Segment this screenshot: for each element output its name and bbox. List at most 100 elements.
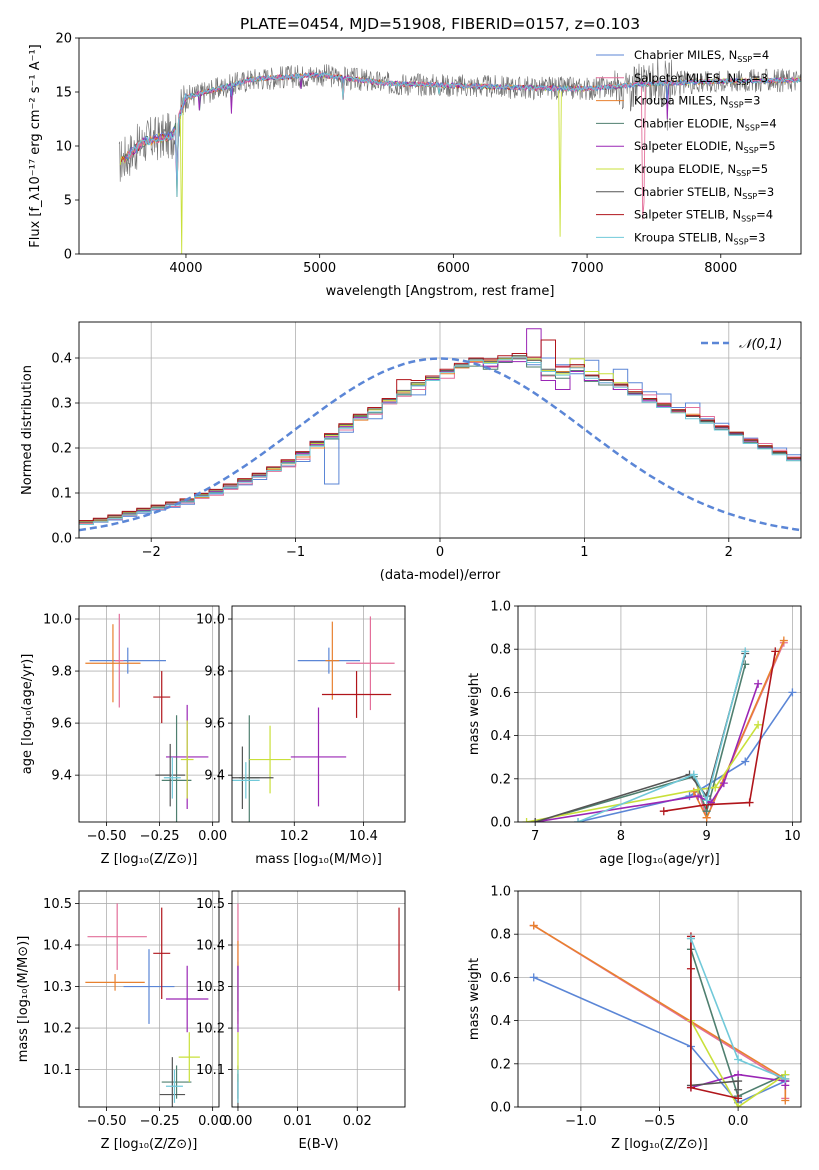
z_age-frame <box>78 605 220 823</box>
ebv_mass-xtick-label: 0.00 <box>223 1114 252 1129</box>
spectrum-legend-label: Kroupa MILES, NSSP=3 <box>634 94 760 110</box>
weight_z-marker <box>529 921 538 930</box>
spectrum-line-kroupa-stelib <box>127 72 801 197</box>
spectrum-legend-label: Salpeter ELODIE, NSSP=5 <box>634 139 776 155</box>
ebv_mass-xlabel: E(B-V) <box>298 1137 338 1152</box>
weight_age-xtick-label: 7 <box>531 829 539 844</box>
weight_age-xlabel: age [log₁₀(age/yr)] <box>599 852 720 867</box>
spectrum-legend-label: Kroupa ELODIE, NSSP=5 <box>634 162 768 178</box>
ebv_mass-frame <box>231 890 406 1108</box>
weight_z-marker <box>734 1103 743 1107</box>
weight_age-marker <box>741 647 750 656</box>
ebv_mass-panel: 0.00 0.01 0.02 10.1 10.2 10.3 10.4 10.5 E(B-V) <box>196 890 406 1152</box>
residuals-xtick-label: 1 <box>580 545 588 560</box>
weight_z-ytick-label: 0.2 <box>490 1057 511 1072</box>
z_mass-panel: −0.50 −0.25 0.00 10.1 10.2 10.3 10.4 10.5 Z [log… <box>16 890 227 1152</box>
weight_age-marker <box>745 798 754 807</box>
spectrum-legend-label: Chabrier ELODIE, NSSP=4 <box>634 116 777 132</box>
residuals-legend-label: 𝒩(0,1) <box>739 337 782 352</box>
z_age-panel: −0.50 −0.25 0.00 9.4 9.6 9.8 10.0 Z [log₁₀(Z/Z⊙… <box>20 605 227 867</box>
mass_age-xtick-label: 10.2 <box>280 829 309 844</box>
z_age-ytick-label: 9.6 <box>51 717 72 732</box>
residuals-xlabel: (data-model)/error <box>380 568 501 583</box>
residuals-step-kroupa-stelib <box>79 356 801 538</box>
spectrum-ytick-label: 20 <box>55 32 72 47</box>
weight_z-plot-area <box>529 921 790 1107</box>
spectrum-ylabel: Flux [f_λ10⁻¹⁷ erg cm⁻² s⁻¹ A⁻¹] <box>28 44 43 248</box>
weight_z-ytick-label: 0.4 <box>490 1014 511 1029</box>
z_age-ytick-label: 10.0 <box>43 613 72 628</box>
z_age-ytick-label: 9.8 <box>51 665 72 680</box>
residuals-step-chabrier-stelib <box>79 355 801 538</box>
weight_z-ytick-label: 0.0 <box>490 1101 511 1116</box>
mass_age-frame <box>231 605 406 823</box>
residuals-panel: −2 −1 0 1 2 0.0 0.1 0.2 0.3 0.4 (data-model)/error… <box>20 321 802 583</box>
weight_z-marker <box>734 1094 743 1103</box>
z_mass-ylabel: mass [log₁₀(M/M⊙)] <box>16 936 31 1063</box>
weight_age-marker <box>754 720 763 729</box>
ebv_mass-xtick-label: 0.01 <box>283 1114 312 1129</box>
mass_age-ytick-label: 9.4 <box>204 769 225 784</box>
weight_z-marker <box>781 1074 790 1083</box>
weight_z-line-kroupa-elodie <box>690 1020 786 1107</box>
ebv_mass-ytick-label: 10.4 <box>196 939 225 954</box>
weight_age-ytick-label: 0.8 <box>490 643 511 658</box>
residuals-step-salpeter-stelib <box>79 339 801 538</box>
spectrum-legend-label: Salpeter STELIB, NSSP=4 <box>634 208 773 224</box>
spectrum-ytick-label: 0 <box>64 248 72 263</box>
residuals-step-kroupa-miles <box>79 355 801 538</box>
weight_z-xlabel: Z [log₁₀(Z/Z⊙)] <box>611 1137 708 1152</box>
z_age-plot-area <box>85 613 209 822</box>
weight_age-ytick-label: 1.0 <box>490 600 511 615</box>
residuals-step-kroupa-elodie <box>79 356 801 538</box>
residuals-ytick-label: 0.4 <box>51 352 72 367</box>
z_mass-frame <box>78 890 220 1108</box>
weight_age-line-salpeter-elodie <box>535 683 759 822</box>
weight_age-ytick-label: 0.6 <box>490 686 511 701</box>
weight_age-marker <box>689 770 698 779</box>
weight_z-marker <box>734 1077 743 1086</box>
z_mass-ytick-label: 10.5 <box>43 897 72 912</box>
weight_z-xtick-label: 0.0 <box>728 1114 749 1129</box>
z_mass-ytick-label: 10.1 <box>43 1063 72 1078</box>
spectrum-legend-label: Salpeter MILES, NSSP=3 <box>634 71 768 87</box>
weight_z-line-chabrier-stelib <box>690 938 739 1090</box>
spectrum-line-chabrier-miles <box>125 72 801 163</box>
weight_z-ylabel: mass weight <box>467 958 482 1040</box>
weight_age-marker <box>754 679 763 688</box>
spectrum-xtick-label: 7000 <box>571 261 604 276</box>
weight_z-xtick-label: −0.5 <box>644 1114 676 1129</box>
weight_age-marker <box>685 792 694 801</box>
z_age-ytick-label: 9.4 <box>51 769 72 784</box>
weight_age-ytick-label: 0.4 <box>490 729 511 744</box>
weight_age-marker <box>788 688 797 697</box>
weight_z-xtick-label: −1.0 <box>565 1114 597 1129</box>
weight_z-marker <box>686 934 695 943</box>
weight_age-ytick-label: 0.0 <box>490 816 511 831</box>
mass_age-ytick-label: 9.6 <box>204 717 225 732</box>
spectrum-ytick-label: 15 <box>55 86 72 101</box>
spectrum-xlabel: wavelength [Angstrom, rest frame] <box>326 284 555 299</box>
weight_z-line-chabrier-miles <box>533 976 786 1104</box>
residuals-xtick-label: 0 <box>436 545 444 560</box>
z_mass-plot-area <box>85 903 209 1107</box>
mass_age-panel: 10.2 10.4 9.4 9.6 9.8 10.0 mass [log₁₀(M/M⊙)] <box>196 605 406 867</box>
z_mass-xtick-label: −0.25 <box>140 1114 180 1129</box>
spectrum-legend-label: Chabrier MILES, NSSP=4 <box>634 48 769 64</box>
spectrum-legend: Chabrier MILES, NSSP=4 Salpeter MILES, NS… <box>596 48 777 246</box>
spectrum-xtick-label: 5000 <box>303 261 336 276</box>
spectrum-xtick-label: 6000 <box>437 261 470 276</box>
spectrum-ytick-label: 5 <box>64 194 72 209</box>
weight_age-frame <box>517 605 802 823</box>
weight_z-marker <box>734 1055 743 1064</box>
mass_age-ytick-label: 10.0 <box>196 613 225 628</box>
ebv_mass-ytick-label: 10.2 <box>196 1022 225 1037</box>
residuals-gaussian-curve <box>79 357 801 532</box>
weight_age-marker <box>711 783 720 792</box>
residuals-ylabel: Normed distribution <box>20 365 35 495</box>
weight_age-xtick-label: 9 <box>703 829 711 844</box>
z_age-ylabel: age [log₁₀(age/yr)] <box>20 654 35 775</box>
residuals-ytick-label: 0.1 <box>51 487 72 502</box>
ebv_mass-plot-area <box>237 903 400 1107</box>
weight_age-line-chabrier-elodie <box>534 664 747 822</box>
